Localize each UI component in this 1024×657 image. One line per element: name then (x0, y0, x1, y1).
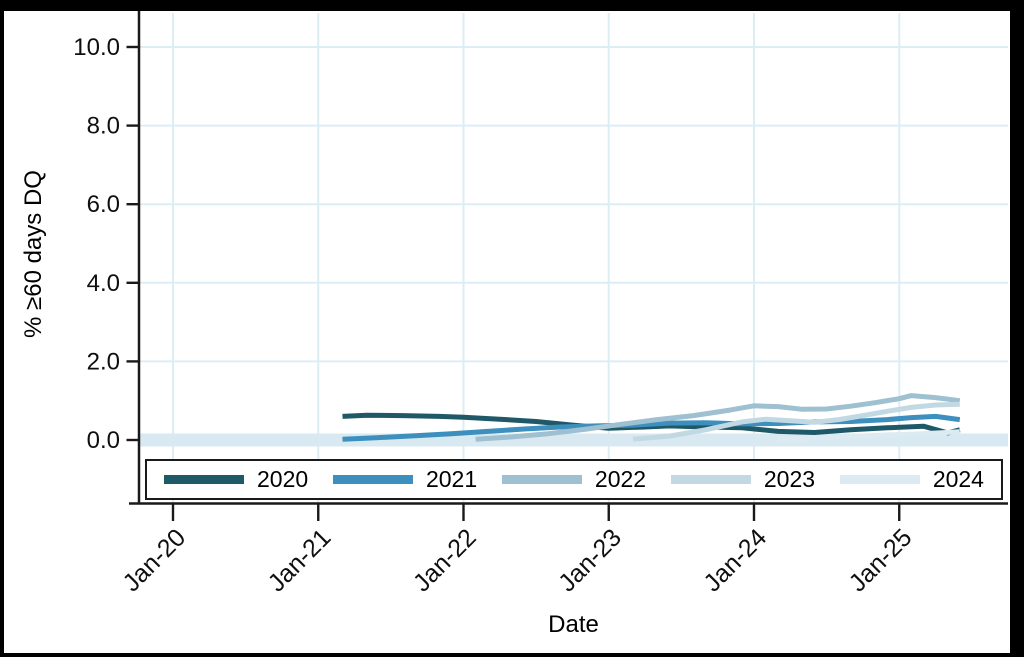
legend-label-2020: 2020 (257, 466, 309, 492)
legend-entry-2024: 2024 (839, 466, 984, 492)
legend-swatch-2024 (839, 475, 920, 484)
series-line-2024 (778, 429, 960, 442)
y-tick-label-8.0: 8.0 (87, 113, 120, 140)
legend-label-2024: 2024 (932, 466, 984, 492)
legend-label-2022: 2022 (594, 466, 647, 492)
legend-swatch-2022 (501, 475, 582, 484)
y-tick-label-10.0: 10.0 (73, 34, 120, 61)
legend-swatch-2021 (332, 475, 413, 484)
series-line-2021 (342, 413, 961, 442)
legend-label-2023: 2023 (763, 466, 816, 492)
y-axis-title: % ≥60 days DQ (20, 170, 47, 338)
x-axis-title: Date (548, 611, 599, 638)
y-tick-label-4.0: 4.0 (87, 270, 120, 297)
legend-entry-2023: 2023 (670, 466, 816, 492)
legend-entry-2022: 2022 (501, 466, 647, 492)
legend: 2020 2021 2022 2023 2024 (145, 459, 1003, 500)
legend-label-2021: 2021 (425, 466, 478, 492)
legend-entry-2020: 2020 (164, 468, 308, 491)
series-line-2022 (475, 393, 961, 442)
legend-entry-2021: 2021 (332, 466, 478, 492)
legend-swatch-2020 (164, 475, 244, 484)
plot-background (4, 11, 1010, 653)
y-tick-label-2.0: 2.0 (87, 348, 120, 375)
series-line-2023 (632, 401, 960, 442)
y-tick-label-6.0: 6.0 (87, 191, 120, 218)
legend-swatch-2023 (670, 475, 751, 484)
y-tick-label-0.0: 0.0 (87, 427, 120, 454)
series-line-2020 (342, 412, 961, 436)
